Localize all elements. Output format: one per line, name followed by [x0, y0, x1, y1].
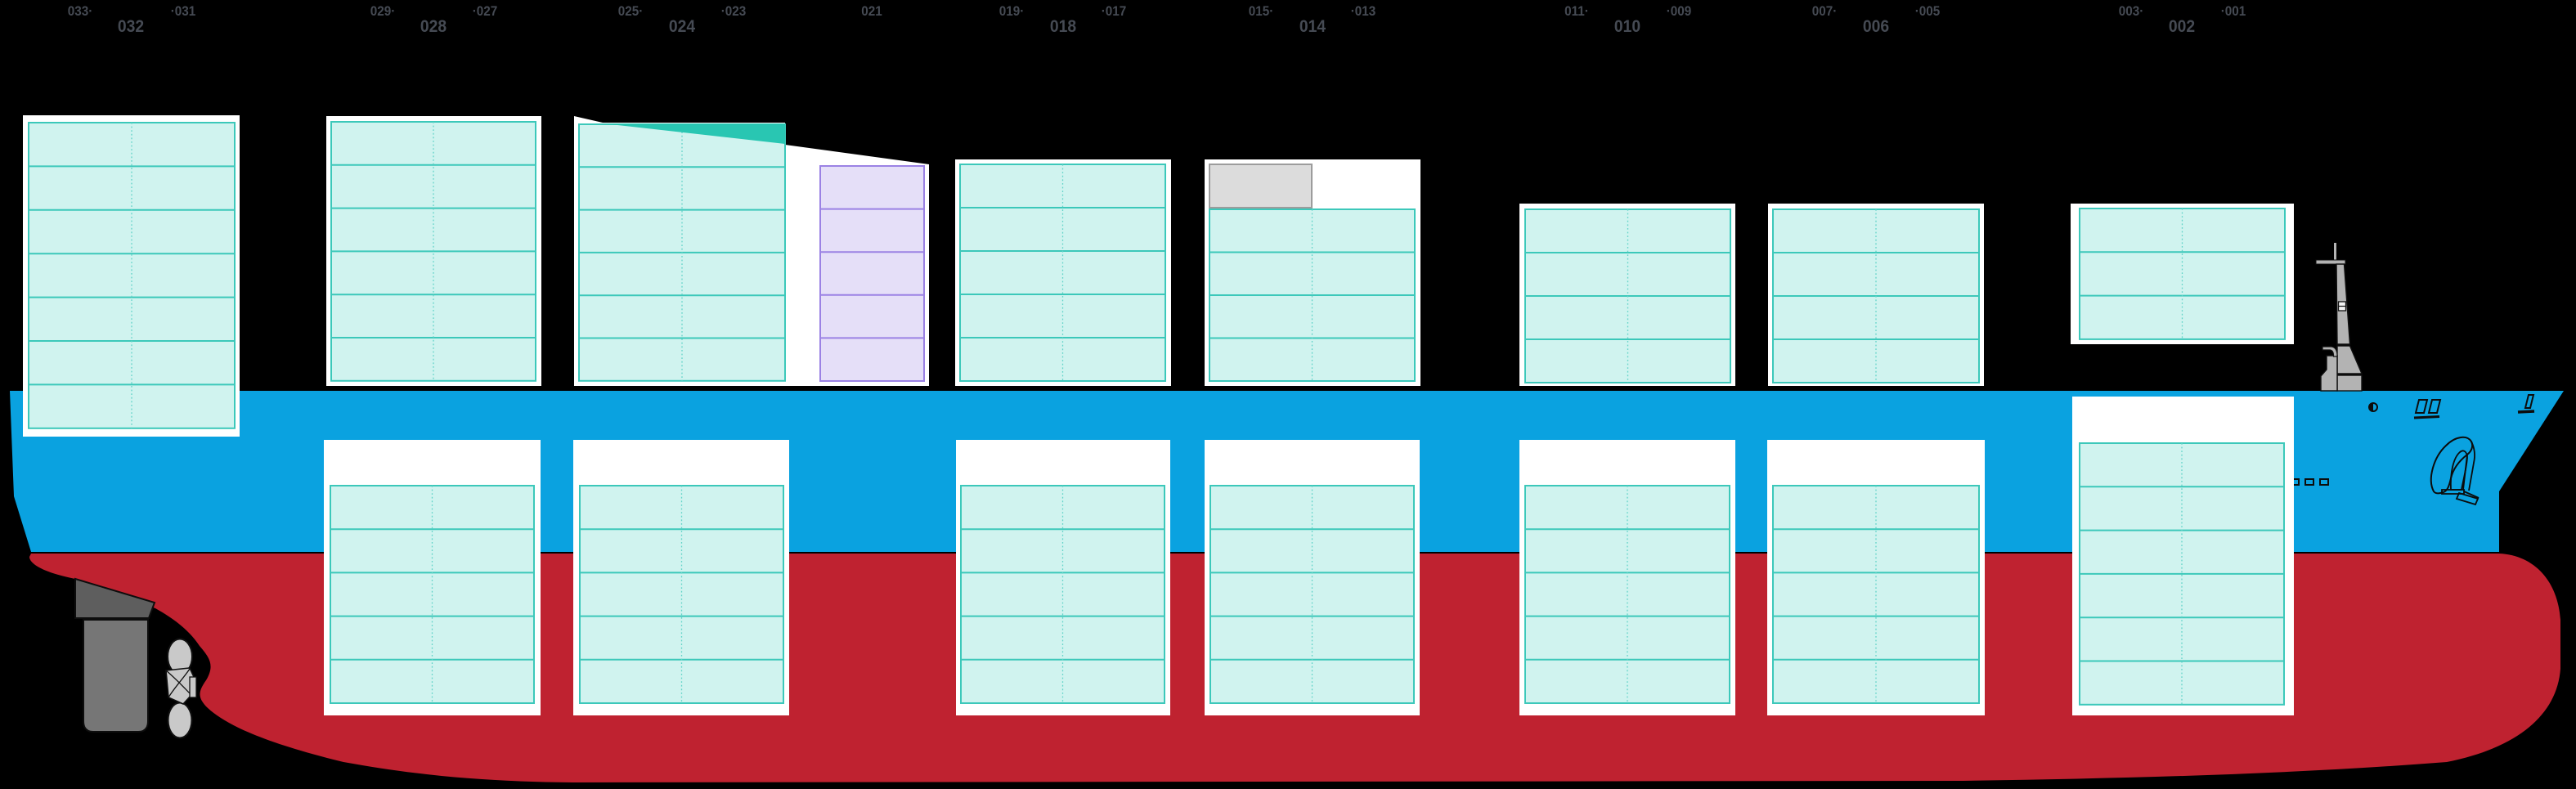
svg-text:015·: 015·: [1249, 3, 1274, 19]
svg-text:033·: 033·: [68, 3, 93, 19]
svg-text:·001: ·001: [2221, 3, 2246, 19]
svg-text:·017: ·017: [1102, 3, 1127, 19]
svg-text:029·: 029·: [370, 3, 396, 19]
svg-text:002: 002: [2169, 17, 2195, 36]
svg-text:019·: 019·: [999, 3, 1025, 19]
svg-text:018: 018: [1050, 17, 1076, 36]
svg-text:011·: 011·: [1564, 3, 1589, 19]
svg-text:032: 032: [118, 17, 144, 36]
svg-text:025·: 025·: [618, 3, 644, 19]
svg-text:006: 006: [1863, 17, 1889, 36]
svg-text:024: 024: [669, 17, 696, 36]
svg-text:010: 010: [1614, 17, 1640, 36]
svg-text:003·: 003·: [2119, 3, 2144, 19]
svg-text:014: 014: [1299, 17, 1326, 36]
svg-text:·005: ·005: [1915, 3, 1941, 19]
svg-text:007·: 007·: [1812, 3, 1838, 19]
svg-text:·023: ·023: [721, 3, 747, 19]
svg-text:028: 028: [420, 17, 447, 36]
svg-text:·013: ·013: [1351, 3, 1376, 19]
svg-text:·009: ·009: [1667, 3, 1692, 19]
svg-text:021: 021: [861, 3, 882, 19]
svg-text:·027: ·027: [473, 3, 498, 19]
svg-text:·031: ·031: [171, 3, 196, 19]
